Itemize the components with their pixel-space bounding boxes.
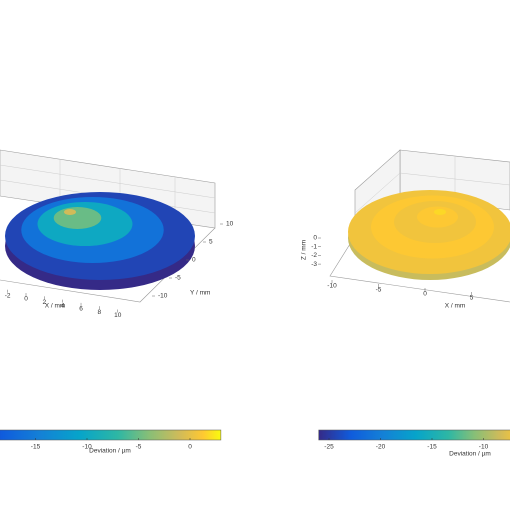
z-tick-label: 0	[313, 235, 317, 242]
x-tick-label: 8	[98, 309, 102, 316]
y-tick-label: -5	[175, 275, 181, 282]
x-tick-label: -2	[5, 292, 11, 299]
colorbar-tick-label: -20	[376, 444, 386, 451]
surface-ring	[64, 209, 76, 215]
z-tick-label: -3	[311, 261, 317, 268]
y-axis-label: Y / mm	[190, 290, 210, 297]
x-tick-label: 6	[79, 306, 83, 313]
z-tick-label: -2	[311, 252, 317, 259]
x-tick-label: 2	[43, 299, 47, 306]
colorbar	[318, 429, 510, 441]
wall-grid	[0, 164, 216, 199]
y-tick-label: 0	[192, 257, 196, 264]
colorbar	[0, 429, 222, 441]
wall-grid	[354, 172, 401, 214]
floor-edge	[329, 235, 510, 303]
colorbar-label: Deviation / µm	[449, 451, 491, 458]
y-tick-label: -10	[158, 293, 168, 300]
x-tick-label: 4	[61, 302, 65, 309]
surface-ring	[434, 209, 446, 215]
x-tick-label: 0	[24, 296, 28, 303]
x-axis-label: X / mm	[45, 303, 66, 310]
colorbar-label: Deviation / µm	[89, 448, 131, 455]
x-tick-label: 10	[114, 312, 122, 319]
x-tick-label: 0	[423, 291, 427, 298]
colorbar-tick-label: -25	[324, 444, 334, 451]
z-tick-label: -1	[311, 243, 317, 250]
surface-ring	[417, 206, 458, 228]
colorbar-tick-label: -5	[136, 444, 142, 451]
colorbar-tick-label: -15	[31, 444, 41, 451]
y-tick-label: 5	[209, 239, 213, 246]
colorbar-tick-label: -15	[427, 444, 437, 451]
x-tick-label: -10	[327, 283, 337, 290]
y-tick-label: 10	[226, 221, 234, 228]
colorbar-tick-label: 0	[188, 444, 192, 451]
surface-ring	[53, 207, 102, 229]
z-axis-label: Z / mm	[301, 240, 308, 260]
x-tick-label: 5	[470, 295, 474, 302]
x-tick-label: -5	[376, 287, 382, 294]
x-axis-label: X / mm	[445, 303, 466, 310]
colorbar-tick-label: -10	[82, 444, 92, 451]
colorbar-tick-label: -10	[479, 444, 489, 451]
